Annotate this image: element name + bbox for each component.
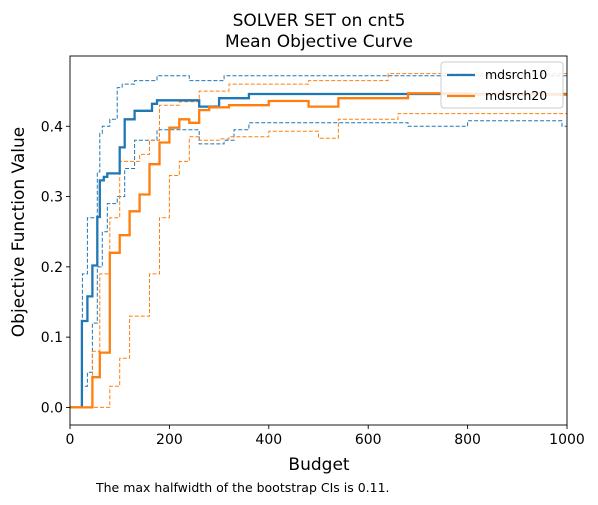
y-tick-label: 0.1 — [41, 330, 63, 346]
x-tick-label: 400 — [255, 432, 282, 448]
y-tick-label: 0.3 — [41, 190, 63, 206]
plot-series-group — [70, 73, 567, 409]
series-line-mdsrch10-ci-lower — [70, 120, 567, 408]
y-axis-label: Objective Function Value — [9, 127, 29, 337]
x-tick-label: 0 — [66, 432, 75, 448]
legend-label-mdsrch20: mdsrch20 — [485, 88, 547, 103]
x-axis-label: Budget — [288, 455, 349, 475]
series-line-mdsrch20-ci-upper — [70, 73, 567, 408]
x-tick-label: 600 — [355, 432, 382, 448]
y-tick-label: 0.0 — [41, 400, 63, 416]
series-line-mdsrch10 — [70, 92, 567, 409]
series-line-mdsrch20 — [70, 92, 567, 409]
chart-title-line-2: Mean Objective Curve — [225, 32, 413, 52]
bootstrap-ci-footnote: The max halfwidth of the bootstrap CIs i… — [96, 480, 390, 495]
chart-title-line-1: SOLVER SET on cnt5 — [233, 11, 406, 31]
legend: mdsrch10 mdsrch20 — [440, 61, 564, 109]
plot-frame — [69, 55, 568, 426]
x-tick-label: 1000 — [549, 432, 585, 448]
series-line-mdsrch10-ci-upper — [70, 75, 567, 408]
y-tick-label: 0.4 — [41, 119, 63, 135]
x-tick-label: 800 — [454, 432, 481, 448]
series-line-mdsrch20-ci-lower — [70, 113, 567, 408]
x-tick-label: 200 — [156, 432, 183, 448]
y-tick-label: 0.2 — [41, 260, 63, 276]
axes-group: 0 200 400 600 800 1000 0.0 0.1 0.2 0.3 0.4 — [41, 55, 585, 448]
legend-label-mdsrch10: mdsrch10 — [485, 67, 547, 82]
